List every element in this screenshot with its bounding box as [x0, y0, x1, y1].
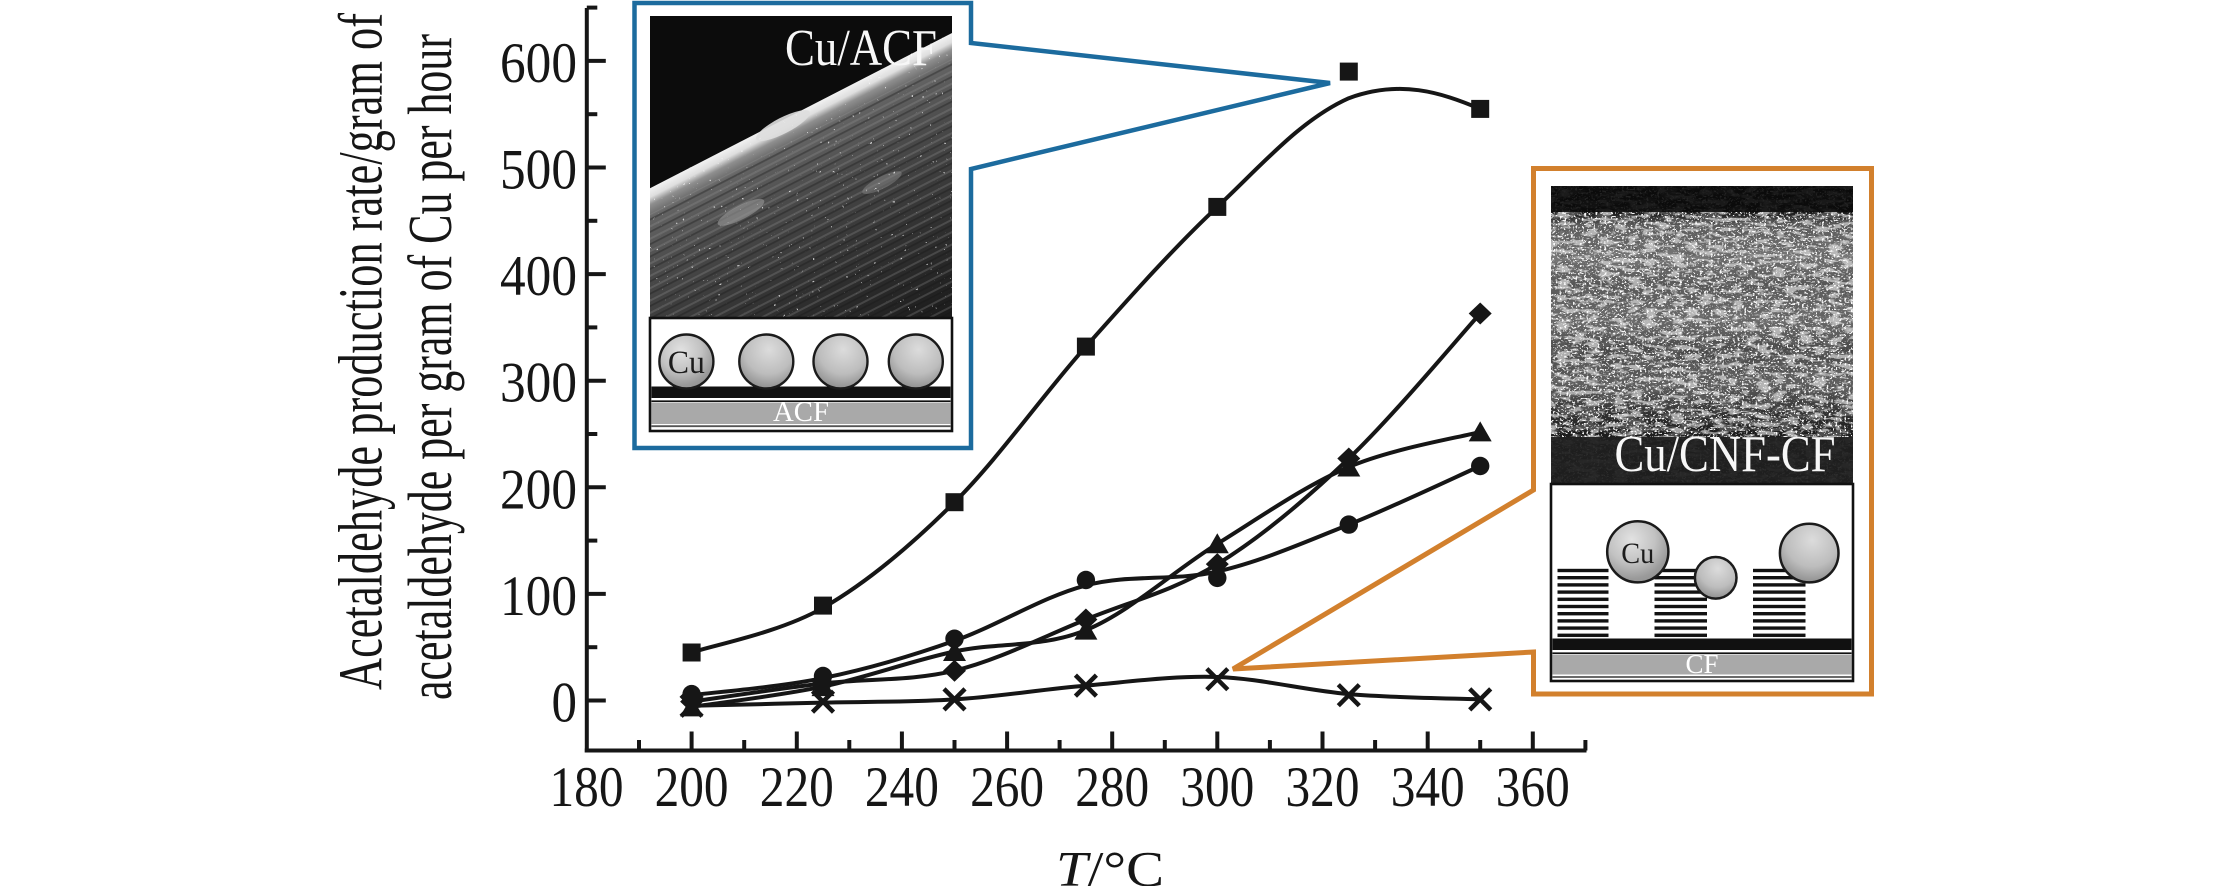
svg-text:500: 500: [500, 139, 577, 202]
svg-text:360: 360: [1496, 756, 1570, 819]
svg-text:Cu: Cu: [668, 345, 705, 381]
svg-text:300: 300: [1180, 756, 1254, 819]
svg-text:400: 400: [500, 245, 577, 308]
svg-text:T/°C: T/°C: [1056, 841, 1164, 886]
svg-text:0: 0: [552, 672, 578, 735]
svg-text:300: 300: [500, 352, 577, 415]
svg-text:Cu: Cu: [1621, 537, 1654, 570]
svg-text:200: 200: [655, 756, 729, 819]
svg-text:Cu/CNF-CF: Cu/CNF-CF: [1615, 426, 1836, 483]
svg-text:600: 600: [500, 32, 577, 95]
svg-text:CF: CF: [1686, 649, 1719, 679]
svg-text:340: 340: [1391, 756, 1465, 819]
svg-text:Cu/ACF: Cu/ACF: [785, 20, 937, 77]
svg-text:ACF: ACF: [773, 396, 829, 428]
svg-text:acetaldehyde per gram of Cu pe: acetaldehyde per gram of Cu per hour: [397, 34, 465, 700]
svg-text:180: 180: [550, 756, 624, 819]
svg-text:320: 320: [1286, 756, 1360, 819]
svg-text:200: 200: [500, 458, 577, 521]
svg-text:220: 220: [760, 756, 834, 819]
svg-text:240: 240: [865, 756, 939, 819]
svg-text:Acetaldehyde production rate/g: Acetaldehyde production rate/gram of: [328, 13, 396, 690]
svg-text:280: 280: [1075, 756, 1149, 819]
svg-text:260: 260: [970, 756, 1044, 819]
svg-text:100: 100: [500, 565, 577, 628]
